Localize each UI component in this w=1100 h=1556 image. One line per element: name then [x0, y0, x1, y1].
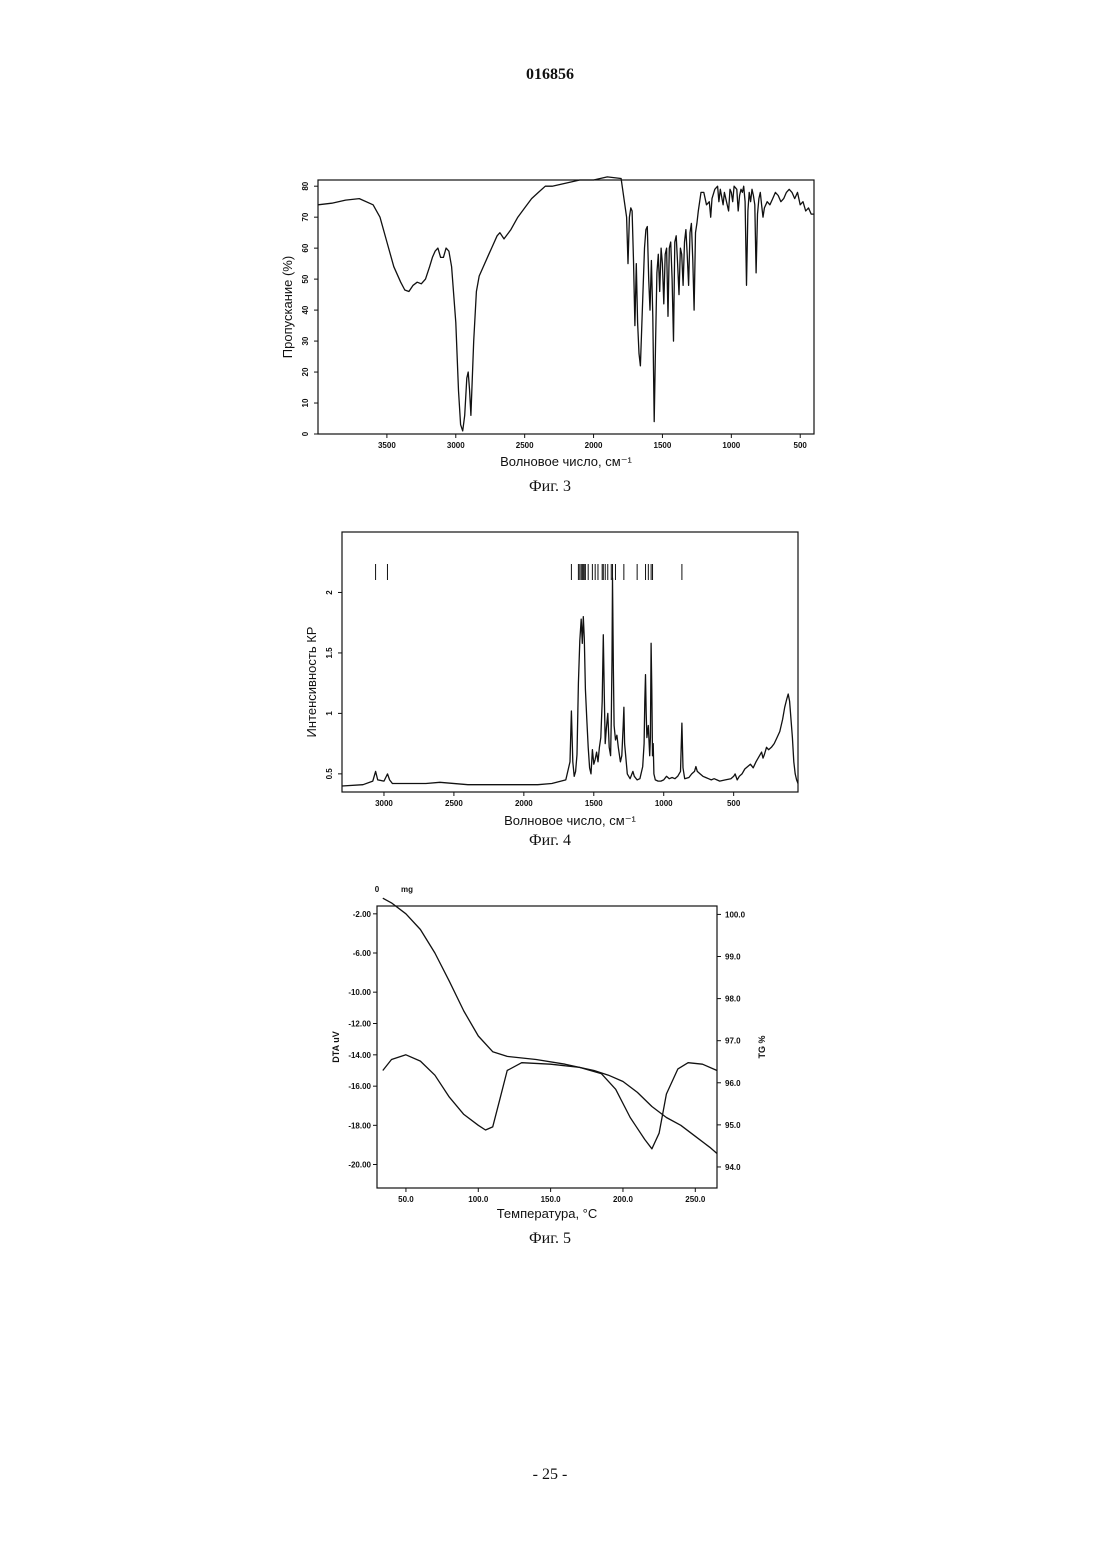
thermal-analysis-chart: 50.0 100.0 150.0 200.0 250.0 -2.00 -6.00 -10.00… — [325, 880, 775, 1225]
raman-spectrum-chart: 3000 2500 2000 1500 1000 500 0.5 1 1.5 2 Волновое … — [300, 530, 810, 830]
x-axis-title: Волновое число, см⁻¹ — [500, 454, 632, 469]
figure-4-caption: Фиг. 4 — [0, 832, 1100, 850]
y-axis-title: Интенсивность КР — [304, 627, 319, 738]
x-tick-label: 1500 — [654, 441, 672, 450]
y-right-axis-title: TG % — [757, 1035, 767, 1058]
y-tick-label: -2.00 — [353, 910, 372, 919]
x-tick-label: 2000 — [515, 799, 533, 808]
page-number: - 25 - — [0, 1466, 1100, 1484]
document-number: 016856 — [0, 66, 1100, 84]
figure-3-caption: Фиг. 3 — [0, 478, 1100, 496]
series-line-transmittance — [318, 177, 814, 431]
plot-frame — [318, 180, 814, 434]
x-tick-label: 1000 — [722, 441, 740, 450]
y-axis-title: DTA uV — [331, 1031, 341, 1063]
figure-5: 50.0 100.0 150.0 200.0 250.0 -2.00 -6.00 -10.00… — [325, 880, 775, 1230]
x-axis-title: Волновое число, см⁻¹ — [504, 813, 636, 828]
plot-frame — [377, 906, 717, 1188]
y-right-tick-label: 100.0 — [725, 910, 746, 919]
y-tick-label: 50 — [301, 274, 310, 283]
y-right-tick-label: 97.0 — [725, 1037, 741, 1046]
x-tick-label: 500 — [727, 799, 741, 808]
x-tick-label: 3500 — [378, 441, 396, 450]
figure-5-caption: Фиг. 5 — [0, 1230, 1100, 1248]
series-line-tg — [383, 898, 717, 1153]
y-tick-label: 2 — [325, 590, 334, 595]
y-right-tick-label: 95.0 — [725, 1121, 741, 1130]
x-tick-label: 3000 — [447, 441, 465, 450]
y-tick-label: -12.00 — [348, 1020, 371, 1029]
header-right-label: mg — [401, 885, 413, 894]
y-tick-label: -10.00 — [348, 988, 371, 997]
x-tick-label: 1500 — [585, 799, 603, 808]
y-axis-title: Пропускание (%) — [280, 256, 295, 358]
y-tick-label: 40 — [301, 305, 310, 314]
y-tick-label: 10 — [301, 398, 310, 407]
x-tick-label: 1000 — [655, 799, 673, 808]
x-tick-label: 2000 — [585, 441, 603, 450]
x-tick-label: 100.0 — [468, 1195, 489, 1204]
y-tick-label: 0 — [301, 431, 310, 436]
y-tick-label: 80 — [301, 181, 310, 190]
x-axis-title: Температура, °C — [497, 1206, 598, 1221]
x-tick-label: 3000 — [375, 799, 393, 808]
x-tick-label: 2500 — [516, 441, 534, 450]
y-tick-label: 0.5 — [325, 768, 334, 780]
y-right-tick-label: 98.0 — [725, 995, 741, 1004]
y-tick-label: 1.5 — [325, 647, 334, 659]
x-tick-label: 250.0 — [685, 1195, 706, 1204]
y-right-tick-label: 94.0 — [725, 1163, 741, 1172]
series-line-dta — [383, 1055, 717, 1149]
y-tick-label: -16.00 — [348, 1082, 371, 1091]
y-tick-label: -14.00 — [348, 1051, 371, 1060]
figure-4: 3000 2500 2000 1500 1000 500 0.5 1 1.5 2 Волновое … — [300, 530, 810, 835]
y-right-tick-label: 96.0 — [725, 1079, 741, 1088]
header-left-label: 0 — [375, 885, 380, 894]
x-tick-label: 2500 — [445, 799, 463, 808]
series-line-raman-intensity — [342, 578, 798, 786]
figure-3: 3500 3000 2500 2000 1500 1000 500 0 10 20 30 40 50 60… — [272, 168, 832, 483]
x-tick-label: 500 — [794, 441, 808, 450]
y-tick-label: 20 — [301, 367, 310, 376]
x-tick-label: 50.0 — [398, 1195, 414, 1204]
x-tick-label: 200.0 — [613, 1195, 634, 1204]
y-tick-label: 70 — [301, 212, 310, 221]
y-tick-label: 1 — [325, 711, 334, 716]
y-tick-label: -18.00 — [348, 1121, 371, 1130]
y-tick-label: -6.00 — [353, 949, 372, 958]
y-tick-label: 30 — [301, 336, 310, 345]
y-right-tick-label: 99.0 — [725, 953, 741, 962]
x-tick-label: 150.0 — [541, 1195, 562, 1204]
ir-spectrum-chart: 3500 3000 2500 2000 1500 1000 500 0 10 20 30 40 50 60… — [272, 168, 832, 478]
y-tick-label: -20.00 — [348, 1161, 371, 1170]
y-tick-label: 60 — [301, 243, 310, 252]
